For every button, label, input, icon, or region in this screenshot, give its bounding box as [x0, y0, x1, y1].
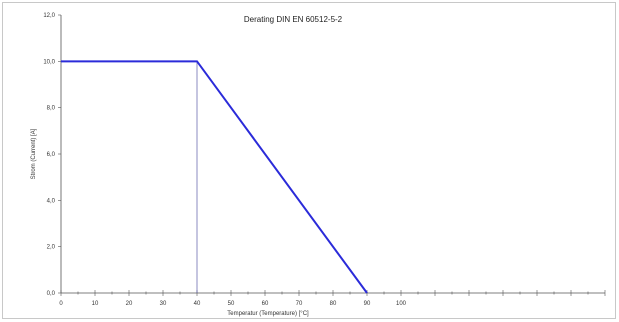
axes — [60, 15, 605, 294]
x-tick-label: 70 — [296, 301, 303, 307]
x-tick-label: 0 — [59, 301, 63, 307]
y-tick-label: 8,0 — [47, 106, 56, 112]
x-tick-label: 30 — [160, 301, 167, 307]
y-ticks: 0,0 2,0 4,0 6,0 8,0 10,0 12,0 — [43, 13, 61, 297]
y-tick-label: 6,0 — [47, 152, 56, 158]
chart-frame: 0,0 2,0 4,0 6,0 8,0 10,0 12,0 0 10 20 30 40 50 60 70 8… — [2, 2, 616, 319]
x-tick-label: 90 — [364, 301, 371, 307]
x-ticks: 0 10 20 30 40 50 60 70 80 90 100 — [59, 290, 606, 307]
derating-chart: 0,0 2,0 4,0 6,0 8,0 10,0 12,0 0 10 20 30 40 50 60 70 8… — [31, 13, 606, 317]
chart-title: Derating DIN EN 60512-5-2 — [244, 15, 343, 24]
x-tick-label: 100 — [396, 301, 407, 307]
x-tick-label: 80 — [330, 301, 337, 307]
series-layer — [61, 60, 368, 294]
x-tick-label: 60 — [262, 301, 269, 307]
x-axis-title: Temperatur (Temperature) [°C] — [227, 311, 309, 317]
y-axis-title: Strom (Current) [A] — [31, 128, 37, 179]
y-tick-label: 2,0 — [47, 245, 56, 251]
y-tick-label: 10,0 — [43, 59, 55, 65]
x-tick-label: 20 — [126, 301, 133, 307]
x-tick-label: 10 — [92, 301, 99, 307]
y-tick-label: 12,0 — [43, 13, 55, 19]
derating-line — [61, 60, 368, 294]
x-tick-label: 40 — [194, 301, 201, 307]
y-tick-label: 0,0 — [47, 291, 56, 297]
y-tick-label: 4,0 — [47, 198, 56, 204]
x-tick-label: 50 — [228, 301, 235, 307]
